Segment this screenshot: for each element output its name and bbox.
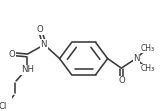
Text: N: N	[133, 54, 140, 63]
Text: NH: NH	[21, 65, 34, 74]
Text: CH₃: CH₃	[141, 44, 155, 53]
Text: O: O	[9, 50, 16, 59]
Text: O: O	[118, 76, 125, 85]
Text: N: N	[41, 40, 47, 49]
Text: Cl: Cl	[0, 102, 7, 111]
Text: CH₃: CH₃	[141, 64, 155, 73]
Text: O: O	[37, 25, 44, 34]
